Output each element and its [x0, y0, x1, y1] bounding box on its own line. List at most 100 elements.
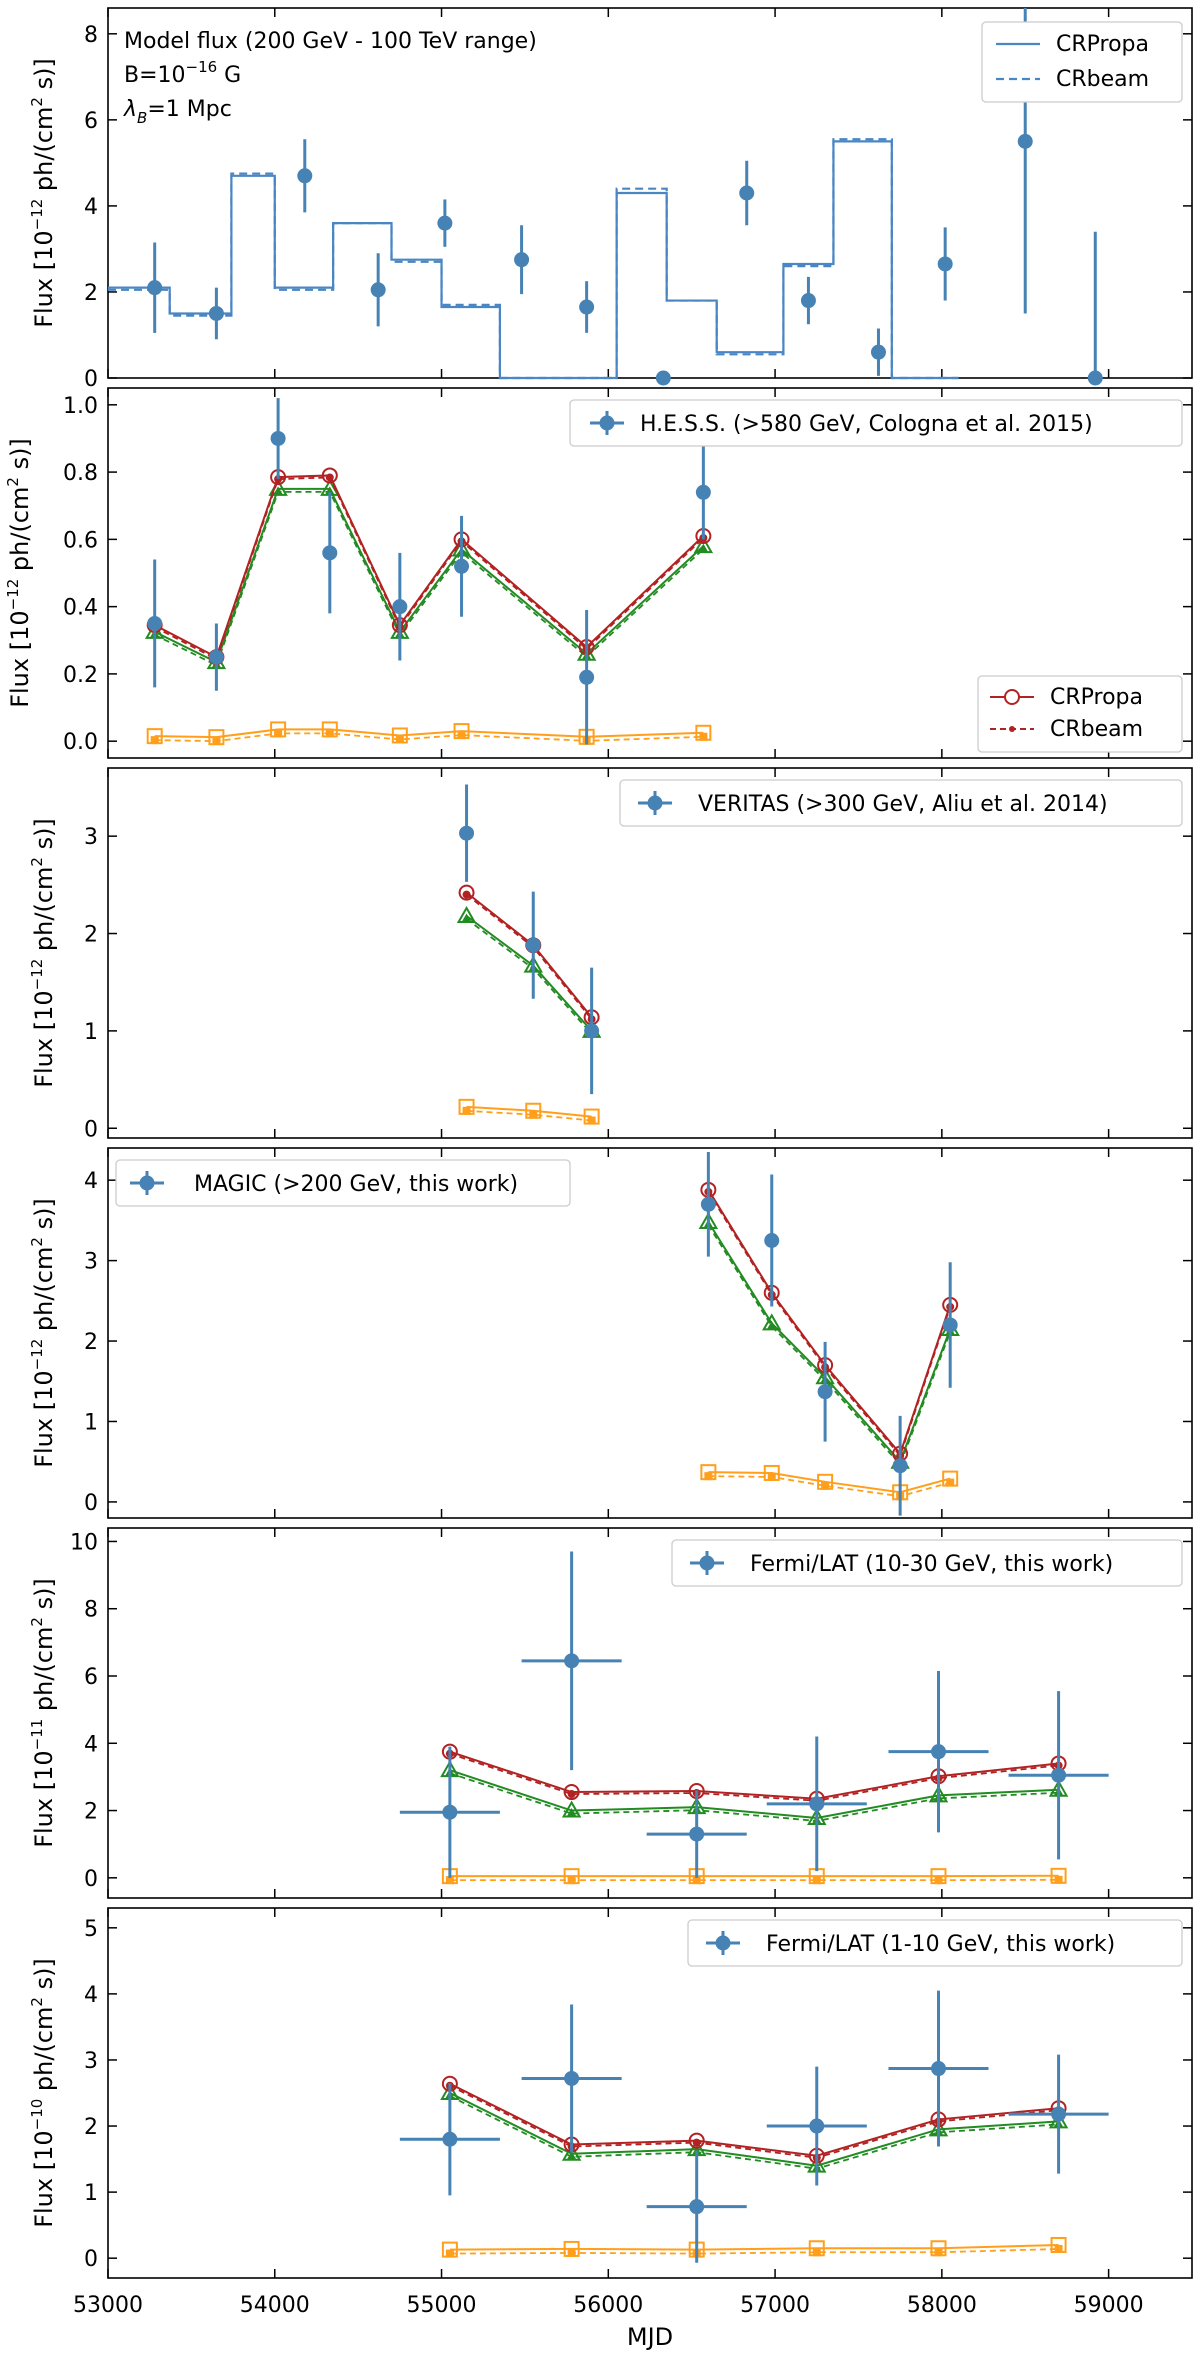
model-marker-circle: [692, 2138, 701, 2147]
x-axis-ticks: [107, 1528, 1110, 1898]
y-axis-ticks: 0 1 2 3 4 5: [84, 1917, 1192, 2272]
model-marker-square: [934, 2248, 943, 2257]
y-axis-ticks: 0 1 2 3: [84, 825, 1192, 1142]
y-tick-label: 4: [84, 195, 98, 220]
legend-data-label: Fermi/LAT (1-10 GeV, this work): [766, 1932, 1115, 1957]
y-axis-ticks: 0 2 4 6 8 10: [70, 1530, 1192, 1892]
model-line-solid: [154, 728, 704, 739]
y-tick-label: 2: [84, 1800, 98, 1825]
data-point: [579, 299, 595, 315]
model-line-solid: [465, 891, 593, 1018]
panel-veritas: 0 1 2 3 Flux [10−12 ph/(cm2 s)] VERITAS (>3…: [28, 767, 1193, 1142]
plot-frame: [107, 387, 1193, 759]
y-tick-label: 2: [84, 281, 98, 306]
model-marker-square: [462, 1106, 471, 1115]
y-tick-label: 0.2: [63, 663, 98, 688]
y-tick-label: 2: [84, 2115, 98, 2140]
data-point: [564, 1653, 580, 1669]
plot-area: [456, 784, 602, 1125]
plot-frame: [107, 1527, 1193, 1899]
model-marker-circle: [563, 1784, 580, 1801]
data-point: [800, 293, 816, 309]
legend-data: H.E.S.S. (>580 GeV, Cologna et al. 2015): [569, 399, 1183, 447]
y-tick-label: 10: [70, 1530, 98, 1555]
data-point: [370, 282, 386, 298]
y-axis-label: Flux [10−12 ph/(cm2 s)]: [4, 438, 34, 708]
plot-area: [144, 398, 714, 746]
y-tick-label: 6: [84, 1665, 98, 1690]
model-marker-circle: [688, 2132, 705, 2149]
model-marker-square: [692, 1876, 701, 1885]
model-line-dashed: [154, 476, 704, 661]
model-line-dashed: [449, 2248, 1059, 2255]
x-tick-label: 56000: [573, 2293, 643, 2318]
data-point: [208, 305, 224, 321]
model-marker-square: [567, 2248, 576, 2257]
model-marker-triangle: [766, 1320, 777, 1330]
model-marker-triangle: [698, 543, 709, 553]
model-marker-square: [274, 729, 283, 738]
data-point: [322, 545, 338, 561]
x-axis-label: MJD: [627, 2323, 673, 2351]
annotation-line-3: λB=1 Mpc: [123, 97, 232, 127]
data-point: [700, 1196, 716, 1212]
data-point: [270, 430, 286, 446]
y-tick-label: 0.8: [63, 461, 98, 486]
plot-frame: [107, 767, 1193, 1139]
model-marker-square: [395, 735, 404, 744]
legend-box: [981, 21, 1183, 103]
x-tick-label: 57000: [740, 2293, 810, 2318]
data-point: [514, 252, 530, 268]
model-marker-square: [567, 1876, 576, 1885]
y-tick-label: 2: [84, 1330, 98, 1355]
data-point: [442, 1804, 458, 1820]
model-marker-circle: [567, 1790, 576, 1799]
model-line-dashed: [449, 1752, 1059, 1802]
model-marker-square: [457, 731, 466, 740]
model-line-solid: [449, 1769, 1059, 1819]
legend-data-label: VERITAS (>300 GeV, Aliu et al. 2014): [698, 792, 1108, 817]
model-line-dashed: [466, 1109, 592, 1122]
model-marker-square: [587, 1116, 596, 1125]
model-marker-triangle: [461, 913, 472, 923]
data-point: [689, 2199, 705, 2215]
legend-solid-label: CRPropa: [1056, 32, 1149, 57]
model-line-solid: [154, 487, 705, 664]
legend-solid-marker: [1004, 689, 1020, 705]
y-axis-label: Flux [10−11 ph/(cm2 s)]: [28, 1578, 58, 1848]
y-tick-label: 0.6: [63, 528, 98, 553]
model-line-solid: [154, 474, 705, 659]
legend-box: [115, 1159, 571, 1207]
data-point: [764, 1233, 780, 1248]
data-point: [817, 1384, 833, 1400]
y-tick-label: 3: [84, 825, 98, 850]
data-point: [147, 615, 163, 631]
panel-fermi-10-30: 0 2 4 6 8 10 Flux [10−11 ph/(cm2 s)] Fermi/LA…: [28, 1527, 1193, 1899]
plot-area: [399, 1551, 1109, 1885]
y-axis-label: Flux [10−10 ph/(cm2 s)]: [28, 1958, 58, 2228]
data-point: [942, 1317, 958, 1333]
data-point: [442, 2131, 458, 2147]
y-axis-label: Flux [10−12 ph/(cm2 s)]: [28, 818, 58, 1088]
plot-area: [698, 1152, 960, 1516]
y-axis-label: Flux [10−12 ph/(cm2 s)]: [28, 1198, 58, 1468]
x-axis-ticks: [107, 388, 1110, 758]
legend-data-label: Fermi/LAT (10-30 GeV, this work): [750, 1552, 1113, 1577]
y-tick-label: 4: [84, 1732, 98, 1757]
legend-box: [687, 1919, 1183, 1967]
y-tick-label: 0: [84, 367, 98, 392]
model-line-dashed: [707, 1224, 952, 1467]
model-marker-square: [212, 737, 221, 746]
y-tick-label: 0: [84, 2247, 98, 2272]
y-tick-label: 0.4: [63, 596, 98, 621]
model-line-solid: [707, 1221, 952, 1464]
model-marker-square: [325, 729, 334, 738]
data-point: [1087, 370, 1103, 386]
data-point: [392, 599, 408, 615]
panel-hess: 0.0 0.2 0.4 0.6 0.8 1.0 Flux [10−12 ph/(cm2 s…: [4, 387, 1193, 759]
y-tick-label: 3: [84, 2049, 98, 2074]
model-marker-circle: [458, 884, 475, 901]
y-axis-ticks: 0 2 4 6 8: [84, 23, 1192, 392]
data-point: [809, 2118, 825, 2134]
